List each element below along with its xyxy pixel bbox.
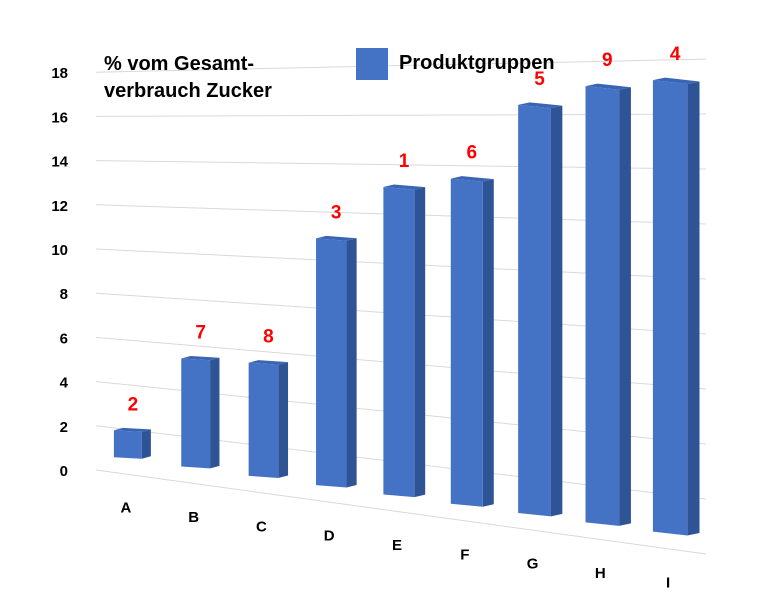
bar-side	[482, 179, 494, 507]
bar-top	[585, 83, 631, 90]
bar-side	[414, 187, 426, 498]
bars	[113, 77, 700, 536]
x-tick-label: I	[666, 574, 670, 591]
data-label: 7	[195, 322, 206, 343]
data-label: 1	[399, 151, 410, 172]
y-tick-label: 2	[60, 419, 68, 436]
bar-front	[652, 80, 688, 536]
x-tick-label: E	[392, 537, 402, 554]
x-tick-label: C	[256, 518, 267, 535]
legend: Produktgruppen	[356, 48, 555, 80]
bar-front	[383, 186, 415, 498]
bar-side	[210, 357, 220, 469]
gridline	[95, 469, 707, 555]
bar-front	[518, 104, 551, 517]
bar-side	[141, 429, 151, 459]
bar	[450, 176, 494, 507]
data-label: 3	[331, 202, 342, 223]
y-tick-label: 0	[60, 463, 68, 480]
y-tick-label: 4	[60, 375, 69, 392]
legend-label: Produktgruppen	[399, 52, 555, 74]
bar	[248, 360, 289, 478]
bar-side	[619, 87, 631, 526]
y-tick-label: 12	[51, 198, 68, 215]
bar	[383, 184, 426, 498]
x-tick-label: A	[120, 500, 131, 517]
bar	[585, 83, 631, 526]
bar	[316, 235, 357, 488]
bar	[518, 102, 563, 517]
bar	[181, 355, 220, 469]
bar-side	[687, 81, 700, 536]
data-label: 8	[263, 327, 274, 348]
data-labels: 2 7 8 3 1 6 5 9 4	[128, 44, 681, 415]
y-tick-label: 16	[51, 109, 68, 126]
bar-top	[383, 184, 426, 190]
bar-side	[346, 238, 357, 488]
bar-top	[316, 235, 357, 241]
x-axis-ticks: A B C D E F G H I	[120, 500, 670, 592]
y-axis-ticks: 0 2 4 6 8 10 12 14 16 18	[51, 65, 68, 480]
y-axis-title-line-2: verbrauch Zucker	[104, 80, 272, 102]
data-label: 4	[670, 44, 681, 65]
bar-front	[113, 430, 142, 459]
bar-front	[450, 178, 483, 507]
bar-front	[585, 86, 620, 526]
gridline	[95, 58, 707, 73]
x-tick-label: D	[324, 528, 335, 545]
bar	[113, 427, 151, 459]
x-tick-label: F	[460, 546, 469, 563]
bar-top	[450, 176, 494, 182]
bar-top	[518, 102, 563, 109]
y-axis-title-line-1: % vom Gesamt-	[104, 53, 254, 75]
bar-top	[248, 360, 289, 365]
bar-top	[181, 355, 220, 361]
bar-top	[652, 77, 700, 85]
bar-front	[181, 358, 211, 469]
y-tick-label: 6	[60, 330, 68, 347]
y-tick-label: 18	[51, 65, 68, 82]
data-label: 2	[128, 394, 139, 415]
bar-side	[550, 105, 563, 517]
y-axis-title: % vom Gesamt- verbrauch Zucker	[104, 53, 272, 102]
x-tick-label: H	[595, 565, 606, 582]
bar	[652, 77, 700, 536]
data-label: 5	[534, 69, 545, 90]
x-tick-label: G	[527, 556, 539, 573]
legend-swatch	[356, 48, 388, 80]
x-tick-label: B	[188, 509, 199, 526]
bar-top	[113, 427, 151, 432]
y-tick-label: 10	[51, 242, 68, 259]
bar-front	[248, 362, 279, 478]
bar-side	[278, 362, 289, 478]
y-tick-label: 8	[60, 286, 68, 303]
y-tick-label: 14	[51, 154, 68, 171]
bar-front	[316, 238, 347, 488]
data-label: 6	[466, 143, 477, 164]
data-label: 9	[602, 50, 613, 71]
